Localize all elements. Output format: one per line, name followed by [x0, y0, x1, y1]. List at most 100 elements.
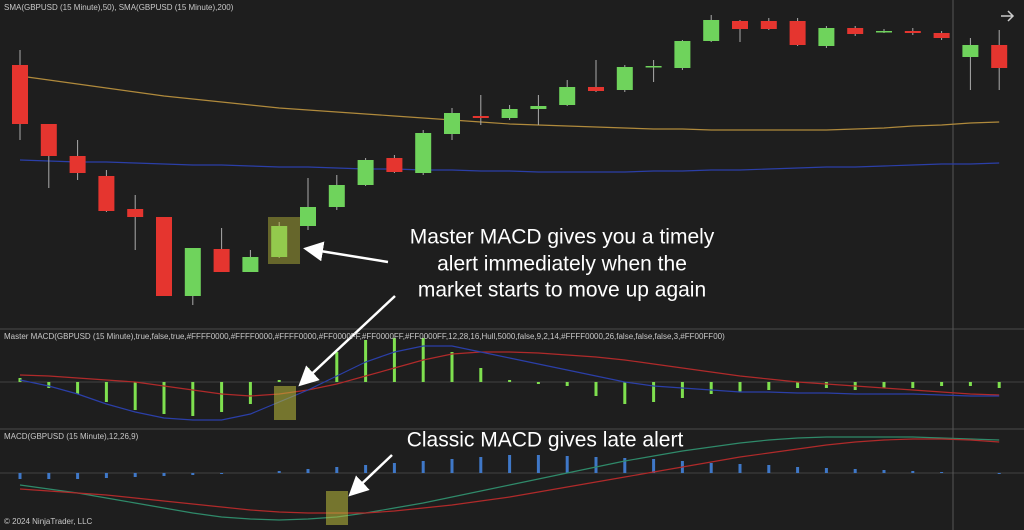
histogram-bar — [248, 382, 252, 404]
histogram-bar — [623, 458, 627, 473]
histogram-bar — [940, 382, 944, 386]
histogram-bar — [882, 382, 886, 388]
candle-body — [69, 156, 86, 173]
indicator-line — [19, 438, 1000, 514]
histogram-bar — [882, 470, 886, 473]
histogram-bar — [565, 382, 569, 386]
expand-icon[interactable] — [1001, 10, 1015, 22]
candle-body — [300, 207, 316, 226]
panel-title: SMA(GBPUSD (15 Minute),50), SMA(GBPUSD (… — [4, 3, 234, 12]
histogram-bar — [709, 463, 713, 473]
candle-body — [991, 45, 1008, 68]
candle-body — [472, 116, 489, 118]
candle-body — [415, 133, 432, 173]
histogram-bar — [997, 382, 1001, 388]
candle-body — [588, 87, 604, 91]
histogram-bar — [450, 352, 454, 382]
histogram-bar — [220, 473, 224, 474]
histogram-bar — [824, 468, 828, 473]
candle-body — [242, 257, 259, 272]
histogram-bar — [968, 382, 972, 386]
histogram-bar — [738, 382, 742, 392]
candle-body — [98, 176, 115, 211]
histogram-bar — [191, 473, 195, 475]
candle-body — [40, 124, 57, 156]
histogram-bar — [364, 340, 368, 382]
histogram-bar — [335, 467, 339, 473]
histogram-bar — [565, 456, 569, 473]
histogram-bar — [76, 473, 80, 479]
candle-body — [703, 20, 720, 41]
candle-body — [876, 31, 892, 33]
histogram-bar — [277, 471, 281, 473]
histogram-bar — [392, 463, 396, 473]
annotation: Master MACD gives you a timely — [410, 226, 715, 249]
histogram-bar — [796, 467, 800, 473]
histogram-bar — [911, 382, 915, 388]
histogram-bar — [767, 465, 771, 473]
histogram-bar — [853, 469, 857, 473]
histogram-bar — [76, 382, 80, 394]
histogram-bar — [594, 457, 598, 473]
candle-body — [444, 113, 460, 134]
histogram-bar — [421, 461, 425, 473]
histogram-bar — [392, 338, 396, 382]
candle-body — [184, 248, 201, 296]
candle-body — [847, 28, 864, 34]
histogram-bar — [680, 382, 684, 398]
histogram-bar — [104, 473, 108, 478]
histogram-bar — [940, 472, 944, 473]
candle-body — [789, 21, 806, 45]
indicator-line — [19, 75, 1000, 131]
candle-body — [732, 21, 748, 29]
candle-body — [616, 67, 633, 90]
candle-body — [12, 65, 28, 124]
histogram-bar — [508, 380, 512, 382]
histogram-bar — [536, 382, 540, 384]
candle-body — [904, 31, 921, 33]
histogram-bar — [652, 382, 656, 402]
candle-body — [127, 209, 144, 217]
histogram-bar — [47, 382, 51, 388]
candle-body — [501, 109, 518, 118]
histogram-bar — [450, 459, 454, 473]
candle-body — [645, 66, 662, 68]
copyright: © 2024 NinjaTrader, LLC — [4, 517, 93, 526]
annotation: market starts to move up again — [418, 279, 706, 302]
candle-body — [386, 158, 403, 172]
arrow — [348, 454, 393, 497]
highlight — [274, 386, 296, 420]
indicator-line — [19, 159, 1000, 173]
candle-body — [818, 28, 835, 46]
histogram-bar — [364, 465, 368, 473]
candle-body — [933, 33, 950, 38]
highlight — [268, 217, 300, 264]
candle-body — [156, 217, 172, 296]
histogram-bar — [767, 382, 771, 390]
arrow — [303, 241, 389, 264]
histogram-bar — [220, 382, 224, 412]
candle-body — [328, 185, 345, 207]
histogram-bar — [911, 471, 915, 473]
histogram-bar — [536, 455, 540, 473]
histogram-bar — [133, 473, 137, 477]
histogram-bar — [191, 382, 195, 416]
candle-body — [357, 160, 374, 185]
annotation: Classic MACD gives late alert — [407, 429, 684, 452]
histogram-bar — [709, 382, 713, 394]
histogram-bar — [479, 368, 483, 382]
candle-body — [962, 45, 979, 57]
histogram-bar — [824, 382, 828, 388]
histogram-bar — [104, 382, 108, 402]
histogram-bar — [335, 352, 339, 382]
candle-body — [559, 87, 576, 105]
histogram-bar — [133, 382, 137, 410]
annotation: alert immediately when the — [437, 253, 687, 276]
histogram-bar — [47, 473, 51, 479]
histogram-bar — [623, 382, 627, 404]
histogram-bar — [594, 382, 598, 396]
histogram-bar — [738, 464, 742, 473]
histogram-bar — [652, 459, 656, 473]
